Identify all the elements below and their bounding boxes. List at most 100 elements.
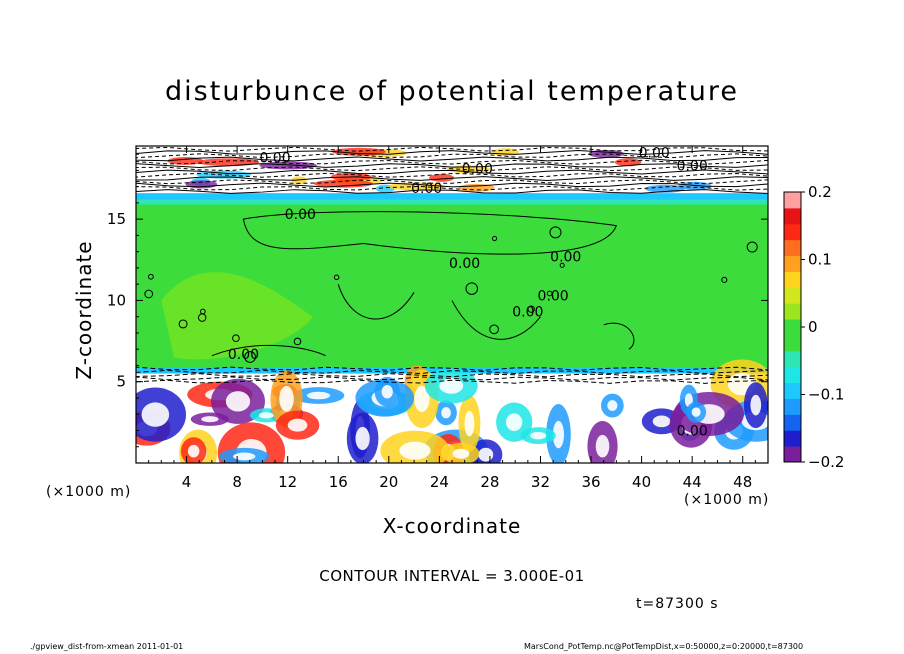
colorbar-segment [784,303,801,320]
contour-line-zero [451,300,541,340]
lower-blob-core [399,441,431,460]
contour-loop [244,351,256,363]
colorbar-segment [784,239,801,257]
colorbar-tick-label: 0 [808,318,818,336]
contour-loop [333,274,340,281]
contour-label: 0.00 [411,181,442,197]
footer-source: MarsCond_PotTemp.nc@PotTempDist,x=0:5000… [524,642,804,651]
contour-line-upper [136,153,768,159]
contour-line-upper [136,166,768,172]
y-tick-label: 5 [116,373,126,391]
contour-loop [232,334,240,343]
x-tick-label: 12 [278,473,297,491]
lower-blob-core [506,413,523,432]
colorbar-segment [784,271,801,288]
contour-label: 0.00 [228,347,259,363]
contour-loop [721,276,728,283]
contour-loop [491,235,498,242]
contour-line-lower [136,369,768,375]
x-tick-label: 28 [480,473,499,491]
lower-blob-core [279,385,294,412]
contour-loop [147,273,154,280]
lower-blob-core [439,377,464,394]
colorbar-segment [784,350,801,368]
lower-blob-core [464,410,475,437]
contour-loop [293,337,302,346]
contour-label: 0.00 [449,256,480,272]
lower-blob-core [306,391,331,400]
contour-label: 0.00 [677,423,708,439]
contour-loop [746,241,758,253]
contour-loop [465,282,479,295]
lower-blob-core [225,391,251,412]
contour-loop [489,324,499,335]
contour-label: 0.00 [550,249,581,265]
colorbar-segment [784,446,801,463]
colorbar-segment [784,255,801,272]
colorbar-tick-label: −0.2 [808,453,844,471]
contour-line-upper [136,176,768,181]
colorbar: 0.2 0.1 0 −0.1 −0.2 [783,183,844,471]
contour-line-lower [136,373,768,378]
colorbar-segment [784,207,801,225]
contour-line-upper [136,146,768,152]
lower-blob-core [233,452,256,461]
lower-blob-core [530,431,547,440]
colorbar-segment [784,430,801,447]
lower-blob-core [287,418,308,432]
contour-line-upper [136,163,768,168]
y-unit-label: (×1000 m) [46,484,132,500]
colorbar-segment [784,414,801,431]
lower-blob-core [652,415,671,428]
field-positive-patch [161,272,313,360]
contour-line-upper [136,179,768,185]
lower-blob-core [414,385,430,412]
y-tick-label: 15 [107,210,126,228]
x-unit-label: (×1000 m) [684,492,770,508]
contour-line-upper [136,150,768,155]
plot-area: 0.000.00 0.000.000.000.000.000.000.000.00… [136,145,768,463]
contour-interval-text: CONTOUR INTERVAL = 3.000E-01 [319,567,585,585]
colorbar-segment [784,192,801,209]
footer-command: ./gpview_dist-from-xmean 2011-01-01 [30,642,184,651]
upper-disturbance-streak [313,179,373,188]
lower-blob-core [355,426,370,451]
lower-blob-core [258,412,274,419]
lower-blob-core [381,385,393,399]
y-axis: 5 10 15 [107,153,768,448]
contour-line-zero [603,322,635,350]
colorbar-tick-label: 0.1 [808,251,832,269]
contour-label: 0.00 [259,150,290,166]
colorbar-segment [784,319,801,336]
colorbar-tick-label: 0.2 [808,183,832,201]
contour-label: 0.00 [462,162,493,178]
lower-blob-core [552,420,564,449]
contour-line-lower [136,379,768,384]
lower-blob-core [187,444,200,458]
contour-loop [549,226,562,239]
field-upper-edge [136,193,768,200]
lower-blob-core [201,416,219,423]
colorbar-segment [784,287,801,304]
contour-label: 0.00 [639,145,670,161]
contour-loop [200,308,206,315]
x-tick-label: 40 [632,473,651,491]
colorbar-segment [784,382,801,399]
upper-disturbance-streak [492,148,519,157]
contour-loop [178,319,188,329]
upper-disturbance-streak [198,158,260,167]
x-tick-label: 8 [232,473,242,491]
contour-line-zero [211,344,326,357]
field-upper-edge2 [136,199,768,205]
contour-line-upper [136,159,768,165]
x-tick-label: 48 [733,473,752,491]
upper-disturbance-streak [291,176,307,185]
lower-blob-core [607,400,618,411]
colorbar-segment [784,223,801,241]
x-tick-label: 16 [329,473,348,491]
contour-label: 0.00 [285,207,316,223]
y-tick-label: 10 [107,291,126,309]
lower-blob-core [452,448,470,459]
x-tick-label: 36 [581,473,600,491]
